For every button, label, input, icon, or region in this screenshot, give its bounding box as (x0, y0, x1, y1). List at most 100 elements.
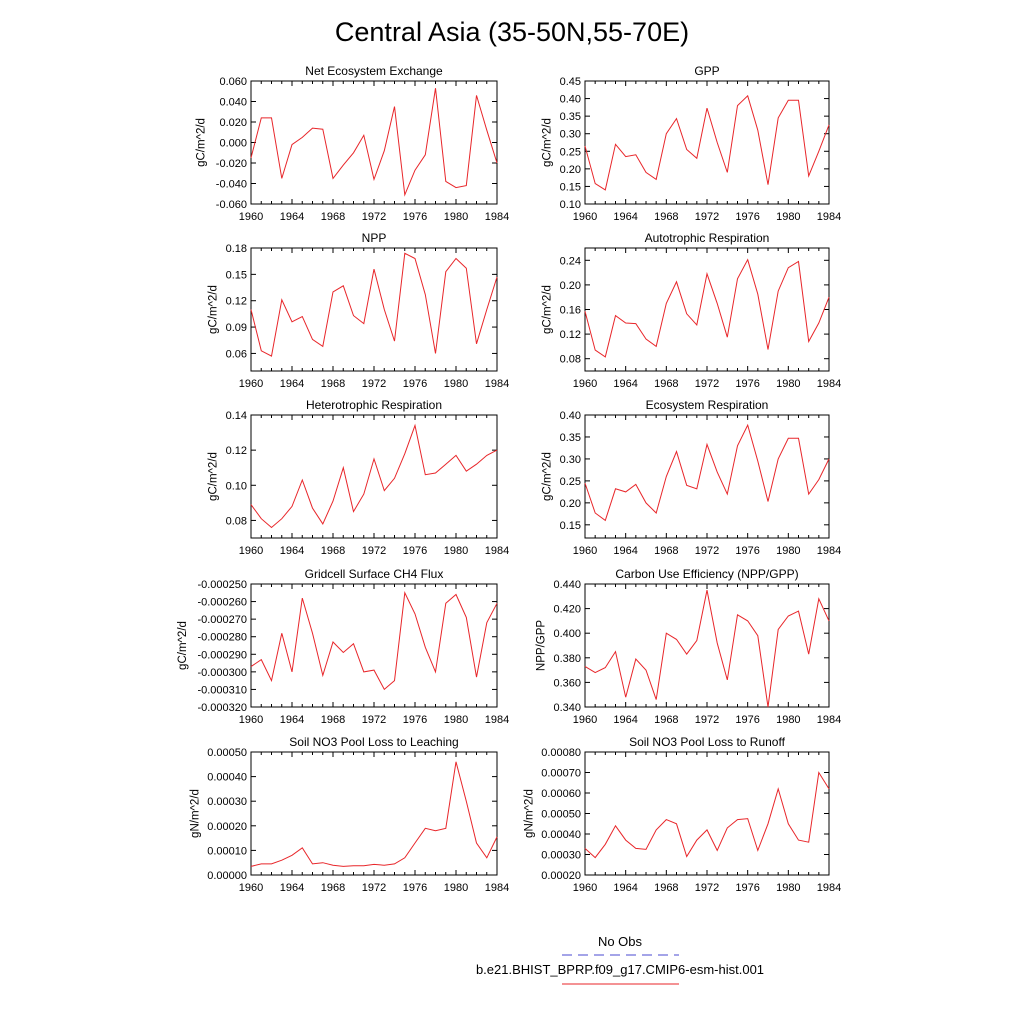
y-tick-label: 0.30 (560, 129, 581, 141)
x-tick-label: 1976 (735, 211, 759, 223)
x-tick-label: 1960 (573, 714, 597, 726)
y-tick-label: 0.340 (553, 702, 581, 714)
y-axis-label: gC/m^2/d (542, 285, 554, 334)
y-tick-label: 0.20 (560, 280, 581, 292)
chart-soil-no3-pool-loss-to-leaching: Soil NO3 Pool Loss to Leaching 1960 1964 19… (189, 735, 509, 894)
x-tick-label: 1984 (817, 714, 841, 726)
x-tick-label: 1968 (654, 882, 678, 894)
y-tick-label: 0.00010 (207, 845, 247, 857)
y-tick-label: -0.000320 (197, 702, 247, 714)
chart-title: Soil NO3 Pool Loss to Leaching (289, 735, 458, 749)
y-axis-label: gN/m^2/d (189, 789, 201, 838)
x-tick-label: 1964 (280, 211, 304, 223)
y-tick-label: -0.020 (216, 158, 247, 170)
y-tick-label: -0.000270 (197, 614, 247, 626)
x-tick-label: 1968 (654, 545, 678, 557)
y-tick-label: 0.040 (219, 97, 247, 109)
y-tick-label: -0.000290 (197, 649, 247, 661)
y-tick-label: 0.15 (560, 181, 581, 193)
y-axis-label: gC/m^2/d (542, 452, 554, 501)
y-axis-label: gC/m^2/d (208, 285, 220, 334)
x-tick-label: 1984 (817, 211, 841, 223)
x-tick-label: 1968 (654, 211, 678, 223)
x-tick-label: 1960 (573, 545, 597, 557)
y-axis-label: gC/m^2/d (177, 621, 189, 670)
chart-title: NPP (362, 231, 387, 245)
y-tick-label: 0.00050 (541, 809, 581, 821)
x-tick-label: 1968 (321, 378, 345, 390)
y-tick-label: 0.25 (560, 146, 581, 158)
x-tick-label: 1976 (403, 882, 427, 894)
y-tick-label: 0.00060 (541, 788, 581, 800)
legend: No Obs b.e21.BHIST_BPRP.f09_g17.CMIP6-es… (476, 934, 764, 985)
y-tick-label: -0.000300 (197, 667, 247, 679)
series-line-net-ecosystem-exchange (250, 88, 498, 197)
x-tick-label: 1980 (444, 378, 468, 390)
x-tick-label: 1972 (695, 714, 719, 726)
x-tick-label: 1964 (280, 882, 304, 894)
y-tick-label: 0.35 (560, 111, 581, 123)
x-tick-label: 1972 (695, 378, 719, 390)
x-tick-label: 1980 (444, 882, 468, 894)
y-tick-label: 0.15 (226, 269, 247, 281)
x-tick-label: 1984 (485, 378, 509, 390)
y-tick-label: 0.25 (560, 476, 581, 488)
x-tick-label: 1984 (485, 545, 509, 557)
x-tick-label: 1972 (362, 882, 386, 894)
chart-title: Autotrophic Respiration (645, 231, 770, 245)
y-tick-label: 0.12 (226, 296, 247, 308)
chart-title: Heterotrophic Respiration (306, 398, 442, 412)
y-tick-label: -0.000250 (197, 579, 247, 591)
x-tick-label: 1972 (695, 211, 719, 223)
x-tick-label: 1960 (573, 882, 597, 894)
y-tick-label: 0.060 (219, 76, 247, 88)
y-tick-label: 0.16 (560, 305, 581, 317)
y-tick-label: 0.00070 (541, 768, 581, 780)
y-tick-label: 0.12 (560, 329, 581, 341)
series-line-heterotrophic-respiration (250, 423, 498, 529)
y-tick-label: 0.18 (226, 243, 247, 255)
x-tick-label: 1984 (485, 882, 509, 894)
y-axis-label: gC/m^2/d (208, 452, 220, 501)
x-tick-label: 1976 (735, 378, 759, 390)
chart-autotrophic-respiration: Autotrophic Respiration 1960 1964 1968 1972 1… (542, 231, 842, 390)
x-tick-label: 1960 (573, 378, 597, 390)
x-tick-label: 1964 (613, 378, 637, 390)
y-axis-label: gC/m^2/d (195, 118, 207, 167)
chart-gpp: GPP 1960 1964 1968 1972 1976 1980 1984 0.10 0.15 0… (542, 64, 842, 223)
x-tick-label: 1964 (613, 882, 637, 894)
x-tick-label: 1980 (444, 545, 468, 557)
x-tick-label: 1972 (362, 545, 386, 557)
x-tick-label: 1972 (695, 545, 719, 557)
x-tick-label: 1976 (403, 211, 427, 223)
y-tick-label: 0.00080 (541, 747, 581, 759)
y-axis-label: NPP/GPP (536, 620, 548, 671)
x-tick-label: 1984 (817, 378, 841, 390)
x-tick-label: 1980 (444, 714, 468, 726)
x-tick-label: 1980 (776, 211, 800, 223)
x-tick-label: 1976 (735, 882, 759, 894)
x-tick-label: 1964 (280, 714, 304, 726)
series-line-soil-no3-pool-loss-to-leaching (250, 761, 498, 867)
y-tick-label: 0.20 (560, 498, 581, 510)
x-tick-label: 1976 (735, 714, 759, 726)
y-tick-label: 0.440 (553, 579, 581, 591)
y-tick-label: 0.12 (226, 445, 247, 457)
y-tick-label: 0.40 (560, 94, 581, 106)
y-tick-label: 0.40 (560, 410, 581, 422)
x-tick-label: 1972 (695, 882, 719, 894)
y-tick-label: 0.24 (560, 255, 581, 267)
y-tick-label: 0.15 (560, 520, 581, 532)
y-tick-label: 0.000 (219, 138, 247, 150)
x-tick-label: 1964 (613, 211, 637, 223)
x-tick-label: 1964 (280, 378, 304, 390)
y-tick-label: 0.00040 (207, 772, 247, 784)
chart-heterotrophic-respiration: Heterotrophic Respiration 1960 1964 1968 197… (208, 398, 510, 557)
series-line-soil-no3-pool-loss-to-runoff (584, 771, 830, 859)
x-tick-label: 1968 (321, 211, 345, 223)
chart-ecosystem-respiration: Ecosystem Respiration 1960 1964 1968 1972 197… (542, 398, 842, 557)
x-tick-label: 1976 (735, 545, 759, 557)
x-tick-label: 1976 (403, 545, 427, 557)
x-tick-label: 1980 (776, 545, 800, 557)
